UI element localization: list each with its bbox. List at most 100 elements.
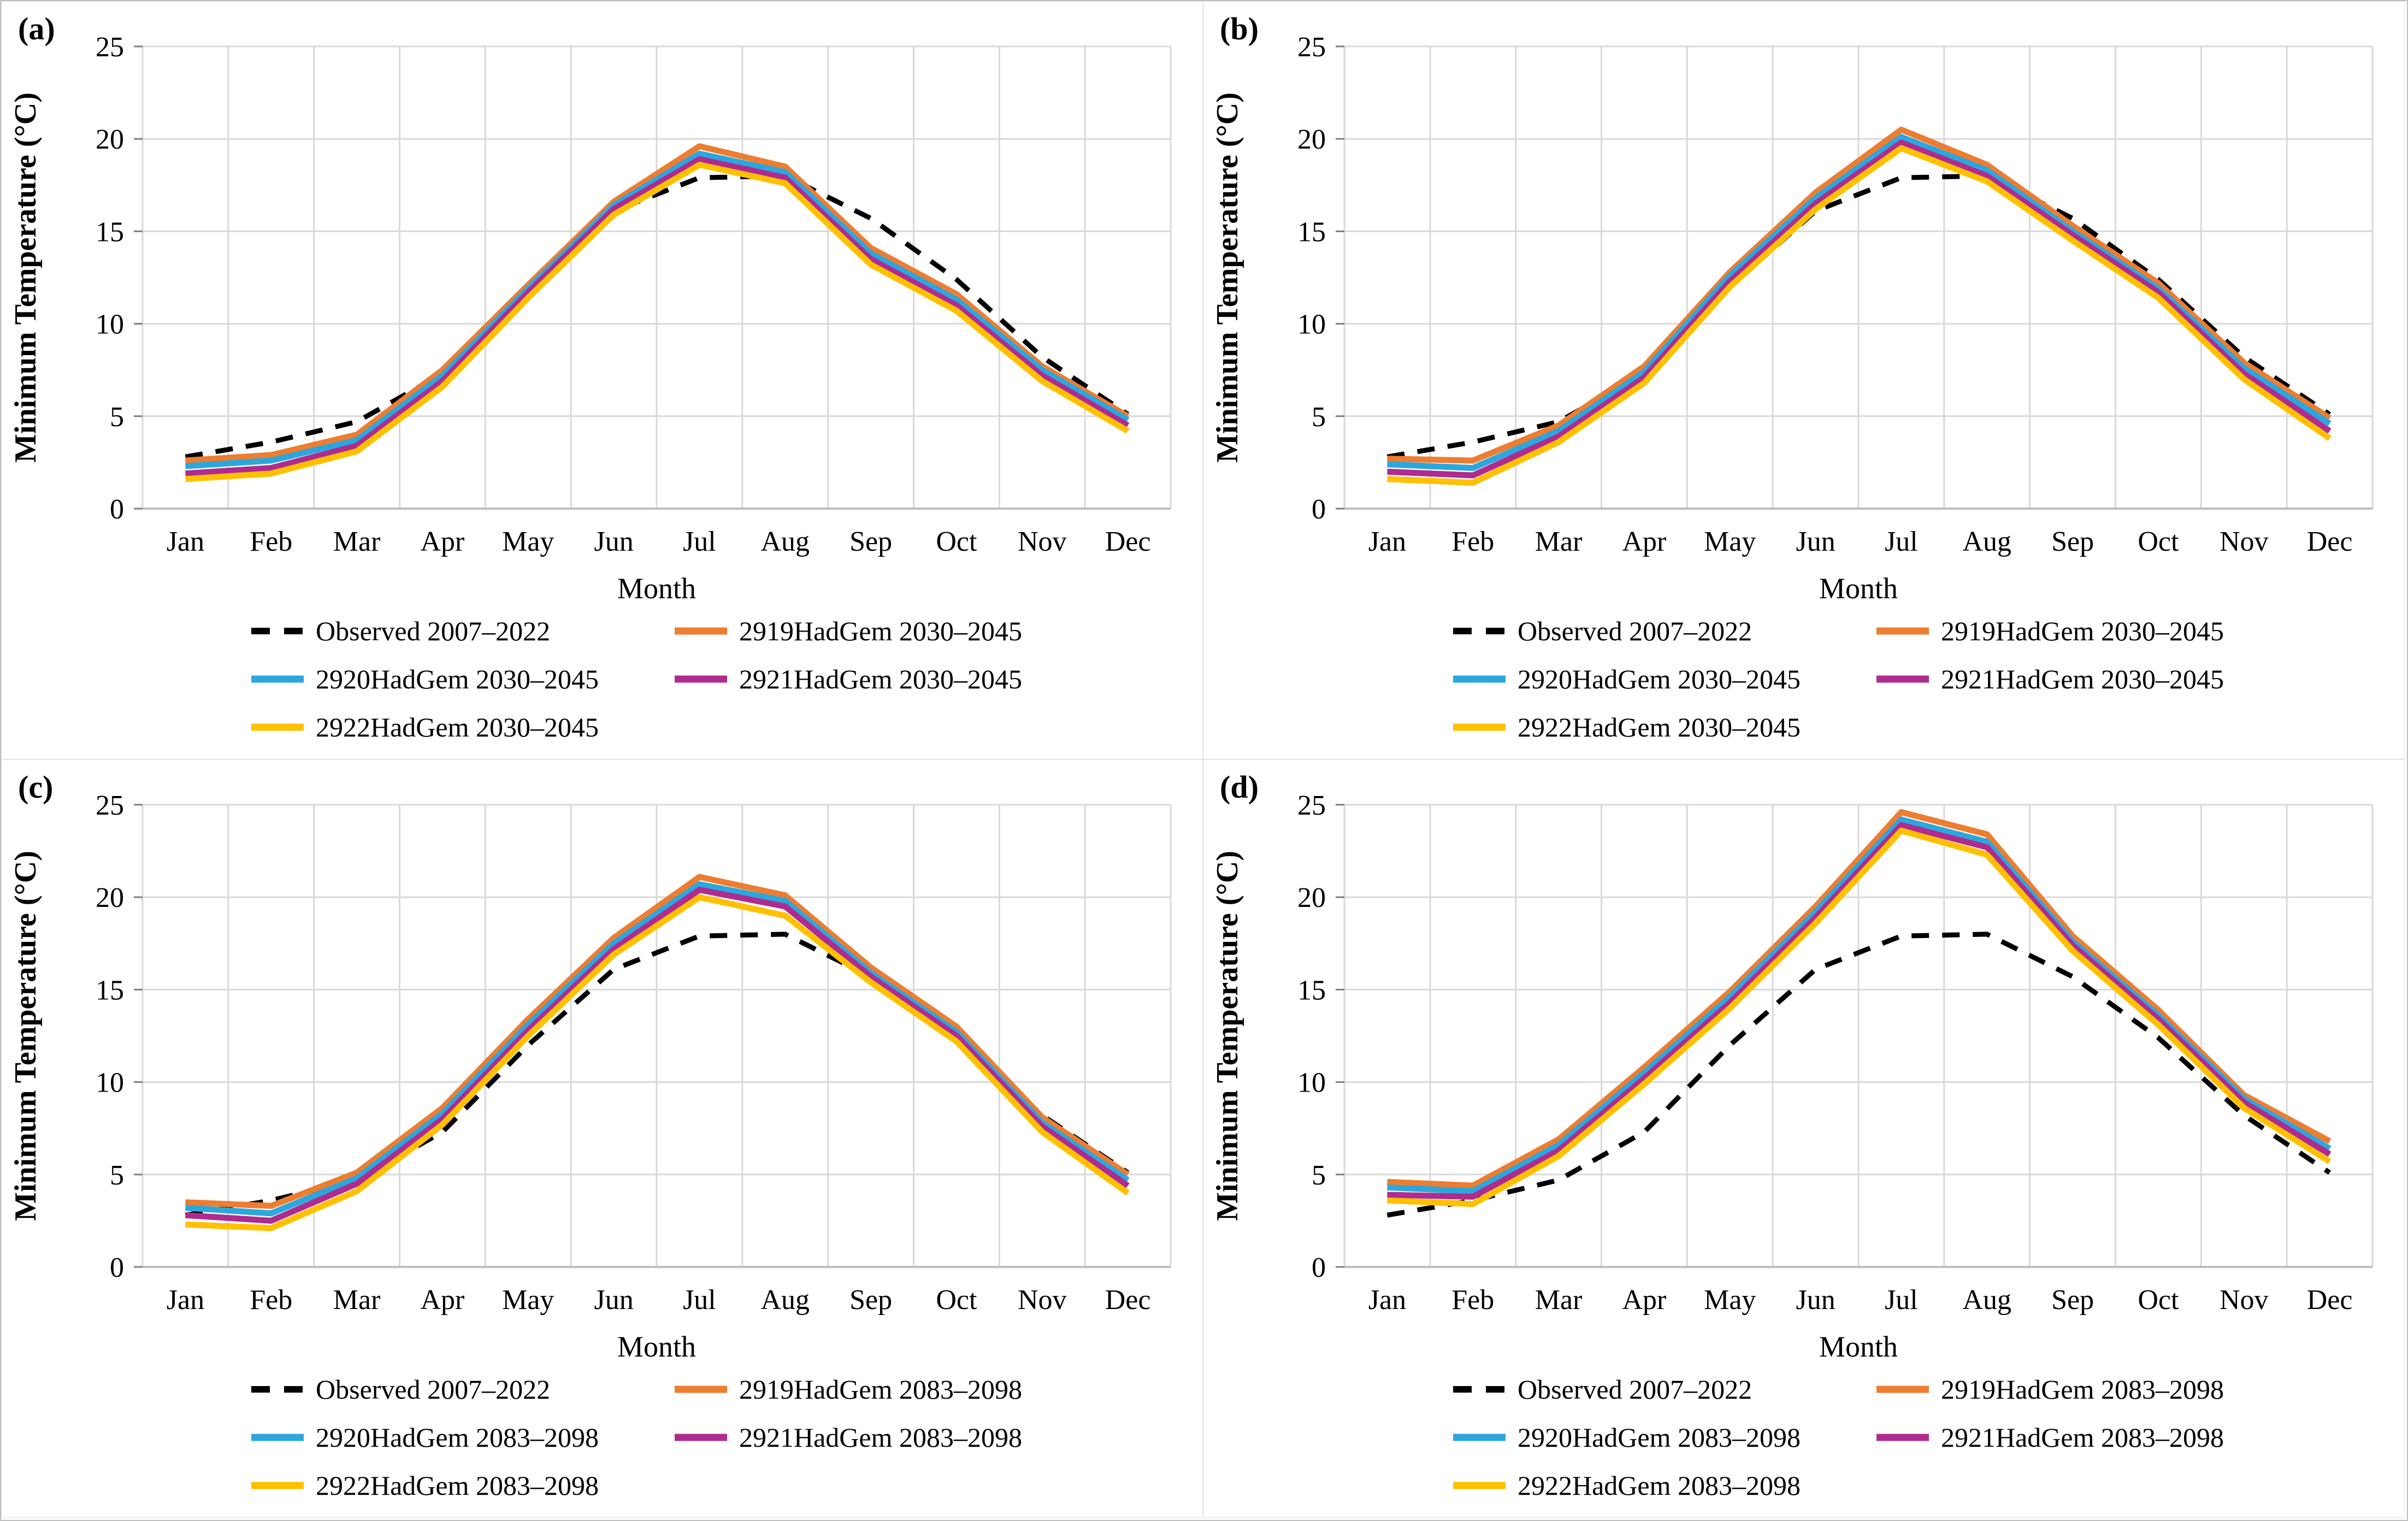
x-tick-label: May: [1704, 526, 1756, 557]
x-tick-label: Nov: [1018, 1284, 1067, 1316]
legend-swatch-icon: [1452, 1433, 1507, 1442]
legend-label: 2922HadGem 2030–2045: [316, 711, 599, 743]
y-tick-label: 0: [110, 1252, 124, 1283]
legend-swatch-icon: [1875, 627, 1930, 635]
y-axis-ticks-b: 0510152025: [1297, 32, 1344, 525]
legend-item: 2922HadGem 2083–2098: [1452, 1470, 1875, 1501]
y-tick-label: 15: [1297, 216, 1326, 247]
x-axis-ticks-d: JanFebMarAprMayJunJulAugSepOctNovDec: [1368, 1284, 2353, 1316]
legend-item: 2921HadGem 2030–2045: [1875, 663, 2299, 695]
y-axis-title: Minimum Temperature (°C): [9, 851, 43, 1221]
x-axis-title: Month: [617, 572, 696, 605]
y-tick-label: 0: [1312, 1252, 1326, 1283]
x-tick-label: Jun: [594, 1284, 633, 1316]
legend-item: Observed 2007–2022: [250, 615, 674, 647]
y-axis-title: Minimum Temperature (°C): [1211, 92, 1244, 463]
y-tick-label: 10: [1297, 1068, 1326, 1099]
legend-item: 2921HadGem 2083–2098: [1875, 1422, 2299, 1453]
x-tick-label: Dec: [2307, 526, 2353, 557]
legend-label: Observed 2007–2022: [316, 1373, 550, 1405]
gridlines-a: [143, 46, 1171, 509]
legend-item: 2921HadGem 2083–2098: [674, 1422, 1097, 1453]
x-axis-ticks-c: JanFebMarAprMayJunJulAugSepOctNovDec: [167, 1284, 1151, 1316]
y-tick-label: 20: [96, 124, 124, 155]
legend-label: Observed 2007–2022: [1518, 615, 1752, 647]
y-tick-label: 15: [96, 216, 124, 247]
legend-swatch-icon: [250, 1481, 305, 1490]
x-tick-label: Mar: [333, 526, 381, 557]
legend-item: Observed 2007–2022: [250, 1373, 674, 1405]
panel-d: (d) 0510152025JanFebMarAprMayJunJulAugSe…: [1203, 759, 2405, 1518]
legend-label: 2922HadGem 2083–2098: [316, 1470, 599, 1501]
x-tick-label: Jul: [683, 1284, 716, 1316]
x-tick-label: Jun: [1796, 1284, 1835, 1316]
x-tick-label: Apr: [1622, 526, 1666, 557]
legend-label: 2921HadGem 2083–2098: [1941, 1422, 2224, 1453]
x-tick-label: Apr: [420, 1284, 464, 1316]
y-tick-label: 10: [96, 309, 124, 340]
gridlines-b: [1344, 46, 2372, 509]
legend-item: 2919HadGem 2083–2098: [674, 1373, 1097, 1405]
y-tick-label: 25: [96, 790, 124, 821]
panel-b: (b) 0510152025JanFebMarAprMayJunJulAugSe…: [1203, 1, 2405, 759]
x-tick-label: Aug: [1962, 526, 2011, 557]
x-tick-label: Sep: [2051, 526, 2094, 557]
y-tick-label: 10: [96, 1068, 124, 1099]
legend-item: Observed 2007–2022: [1452, 615, 1875, 647]
x-tick-label: Nov: [2220, 526, 2269, 557]
x-tick-label: Dec: [2307, 1284, 2353, 1316]
x-tick-label: Jan: [167, 1284, 204, 1316]
chart-canvas-b: 0510152025JanFebMarAprMayJunJulAugSepOct…: [1203, 2, 2404, 605]
legend-item: 2919HadGem 2030–2045: [1875, 615, 2299, 647]
y-tick-label: 20: [96, 882, 124, 913]
legend-swatch-icon: [674, 1433, 728, 1442]
x-tick-label: Jan: [167, 526, 204, 557]
legend-label: 2920HadGem 2083–2098: [1518, 1422, 1801, 1453]
legend-swatch-icon: [674, 1385, 728, 1394]
x-tick-label: Oct: [2138, 526, 2179, 557]
y-tick-label: 25: [1297, 32, 1326, 63]
legend-swatch-icon: [1875, 675, 1930, 683]
legend-item: Observed 2007–2022: [1452, 1373, 1875, 1405]
legend-d: Observed 2007–2022 2919HadGem 2083–2098 29…: [1203, 1365, 2404, 1510]
x-tick-label: Aug: [1962, 1284, 2011, 1316]
legend-swatch-icon: [1452, 675, 1507, 683]
legend-item: 2922HadGem 2083–2098: [250, 1470, 674, 1501]
legend-swatch-icon: [250, 675, 305, 683]
x-axis-title: Month: [1819, 572, 1898, 605]
legend-b: Observed 2007–2022 2919HadGem 2030–2045 29…: [1203, 607, 2404, 751]
legend-label: 2919HadGem 2083–2098: [739, 1373, 1022, 1405]
x-tick-label: Sep: [849, 1284, 892, 1316]
legend-label: 2922HadGem 2083–2098: [1518, 1470, 1801, 1501]
x-tick-label: Oct: [936, 1284, 977, 1316]
legend-label: Observed 2007–2022: [1518, 1373, 1752, 1405]
x-tick-label: Jul: [1885, 1284, 1918, 1316]
y-tick-label: 25: [96, 32, 124, 63]
y-axis-title: Minimum Temperature (°C): [9, 92, 43, 463]
legend-label: 2920HadGem 2030–2045: [316, 663, 599, 695]
y-tick-label: 10: [1297, 309, 1326, 340]
x-tick-label: Oct: [936, 526, 977, 557]
legend-label: 2920HadGem 2083–2098: [316, 1422, 599, 1453]
x-tick-label: Feb: [1451, 1284, 1494, 1316]
y-axis-ticks-c: 0510152025: [96, 790, 143, 1283]
y-tick-label: 5: [110, 1160, 124, 1191]
legend-label: 2919HadGem 2083–2098: [1941, 1373, 2224, 1405]
panel-a-label: (a): [18, 10, 55, 47]
x-tick-label: Feb: [250, 1284, 292, 1316]
x-tick-label: Feb: [250, 526, 292, 557]
legend-label: 2922HadGem 2030–2045: [1518, 711, 1801, 743]
legend-label: Observed 2007–2022: [316, 615, 550, 647]
chart-area-d: 0510152025JanFebMarAprMayJunJulAugSepOct…: [1203, 760, 2404, 1364]
x-tick-label: Oct: [2138, 1284, 2179, 1316]
legend-swatch-icon: [1875, 1433, 1930, 1442]
legend-label: 2920HadGem 2030–2045: [1518, 663, 1801, 695]
x-tick-label: Sep: [2051, 1284, 2094, 1316]
x-tick-label: May: [502, 526, 554, 557]
four-panel-temperature-figure: (a) 0 5 10 15 20 25 Jan Feb Mar Apr May Jun Jul Aug Se…: [0, 0, 2408, 1521]
panel-c-label: (c): [18, 769, 53, 805]
chart-area-c: 0510152025JanFebMarAprMayJunJulAugSepOct…: [2, 760, 1202, 1364]
x-tick-label: Dec: [1105, 526, 1151, 557]
legend-a: Observed 2007–20222919HadGem 2030–204529…: [2, 607, 1202, 751]
legend-swatch-icon: [1452, 1385, 1507, 1394]
